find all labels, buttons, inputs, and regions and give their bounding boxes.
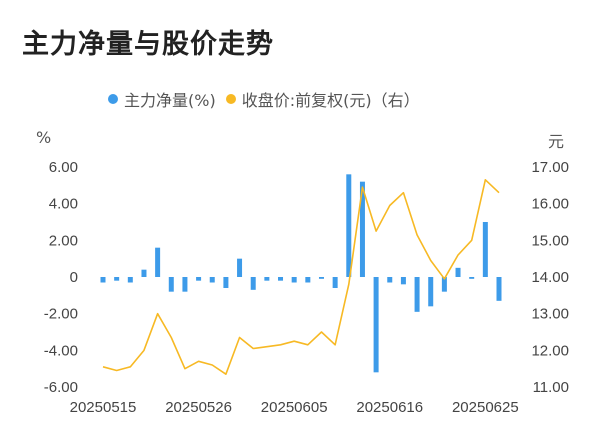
left-tick-label: -6.00 xyxy=(44,379,78,396)
right-tick-label: 14.00 xyxy=(531,269,569,286)
bar xyxy=(305,277,311,283)
bar xyxy=(196,277,202,281)
right-tick-label: 13.00 xyxy=(531,306,569,323)
left-tick-label: -4.00 xyxy=(44,342,78,359)
bar xyxy=(250,277,256,290)
right-axis-unit: 元 xyxy=(548,132,565,151)
x-tick-label: 20250526 xyxy=(165,399,232,416)
bar xyxy=(359,181,365,277)
bar xyxy=(127,277,133,283)
legend-item-net-flow[interactable]: 主力净量(%) xyxy=(108,87,216,111)
bar xyxy=(209,277,215,283)
bar xyxy=(318,277,324,279)
bar xyxy=(155,247,161,277)
x-tick-label: 20250625 xyxy=(452,399,519,416)
bar xyxy=(223,277,229,288)
bar xyxy=(332,277,338,288)
bar xyxy=(237,258,243,277)
legend-dot-close-price xyxy=(225,94,236,104)
bar xyxy=(482,222,488,277)
close-price-line xyxy=(102,179,500,375)
chart-title: 主力净量与股价走势 xyxy=(22,29,274,60)
legend-label-close-price: 收盘价:前复权(元)（右） xyxy=(241,91,420,110)
x-tick-label: 20250616 xyxy=(356,399,423,416)
bar xyxy=(400,277,406,285)
legend-dot-net-flow xyxy=(108,94,118,104)
x-tick-label: 20250515 xyxy=(70,399,137,416)
bar xyxy=(373,277,379,373)
left-tick-label: 2.00 xyxy=(49,232,78,249)
legend: 主力净量(%) 收盘价:前复权(元)（右） xyxy=(108,88,430,110)
right-tick-label: 11.00 xyxy=(533,379,569,396)
left-tick-label: 6.00 xyxy=(49,159,78,176)
right-tick-label: 12.00 xyxy=(531,342,569,359)
legend-item-close-price[interactable]: 收盘价:前复权(元)（右） xyxy=(225,87,420,111)
bar xyxy=(264,277,270,281)
bar xyxy=(441,277,447,292)
bar xyxy=(114,277,120,281)
bar xyxy=(168,277,174,292)
bar xyxy=(455,267,461,277)
bar xyxy=(346,174,352,277)
right-tick-label: 15.00 xyxy=(531,232,569,249)
bar xyxy=(291,277,297,283)
left-tick-label: 4.00 xyxy=(49,196,78,213)
left-axis-unit: % xyxy=(36,128,52,147)
right-tick-label: 16.00 xyxy=(531,196,569,213)
bar xyxy=(278,277,284,281)
bar xyxy=(428,277,434,307)
bar xyxy=(182,277,188,292)
right-tick-label: 17.00 xyxy=(531,159,569,176)
legend-label-net-flow: 主力净量(%) xyxy=(124,91,216,110)
bar xyxy=(469,277,475,279)
bar xyxy=(100,277,106,283)
left-tick-label: 0 xyxy=(70,269,78,286)
x-tick-label: 20250605 xyxy=(261,399,328,416)
bar xyxy=(141,269,147,277)
bar xyxy=(414,277,420,312)
left-tick-label: -2.00 xyxy=(44,306,78,323)
bar xyxy=(496,277,502,301)
bar xyxy=(387,277,393,283)
